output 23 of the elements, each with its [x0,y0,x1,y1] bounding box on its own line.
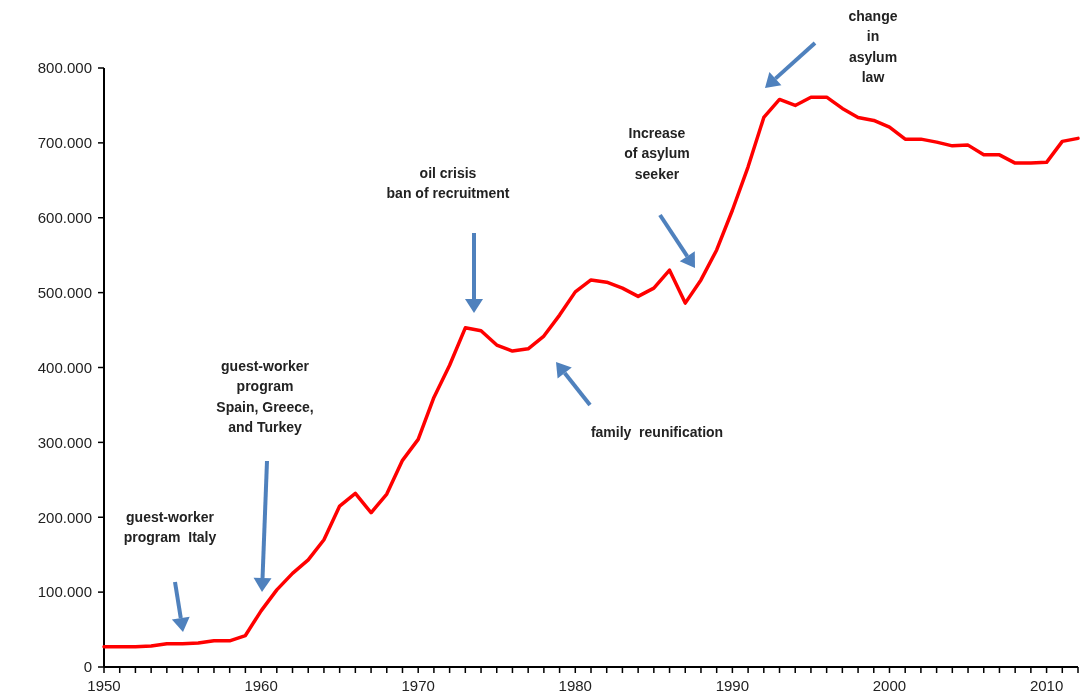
x-tick-label: 1990 [715,677,750,694]
line-series [102,95,1080,649]
x-tick-label: 2010 [1029,677,1064,694]
annotation: family reunification [590,424,724,440]
annotation: Increase of asylum seeker [624,125,690,182]
y-tick-label: 300.000 [37,433,92,451]
x-tick-label: 1980 [558,677,592,694]
y-tick-label: 700.000 [37,134,92,152]
x-tick-label: 1970 [401,677,435,694]
y-tick-label: 0 [83,658,92,676]
x-tick-label: 2000 [872,677,907,694]
annotation: guest-worker program Italy [123,509,217,546]
x-tick-label: 1950 [87,677,121,694]
x-tick-label: 1960 [244,677,278,694]
annotation: change in asylum law [848,8,898,85]
y-tick-label: 100.000 [37,583,92,601]
annotation: guest-worker program Spain, Greece, and Turkey [216,358,314,435]
y-tick-label: 600.000 [37,209,92,226]
y-tick-label: 500.000 [37,283,92,301]
y-tick-label: 800.000 [37,59,92,77]
y-tick-label: 400.000 [37,358,92,376]
y-tick-label: 200.000 [37,508,92,526]
annotation: oil crisis ban of recruitment [386,165,510,202]
